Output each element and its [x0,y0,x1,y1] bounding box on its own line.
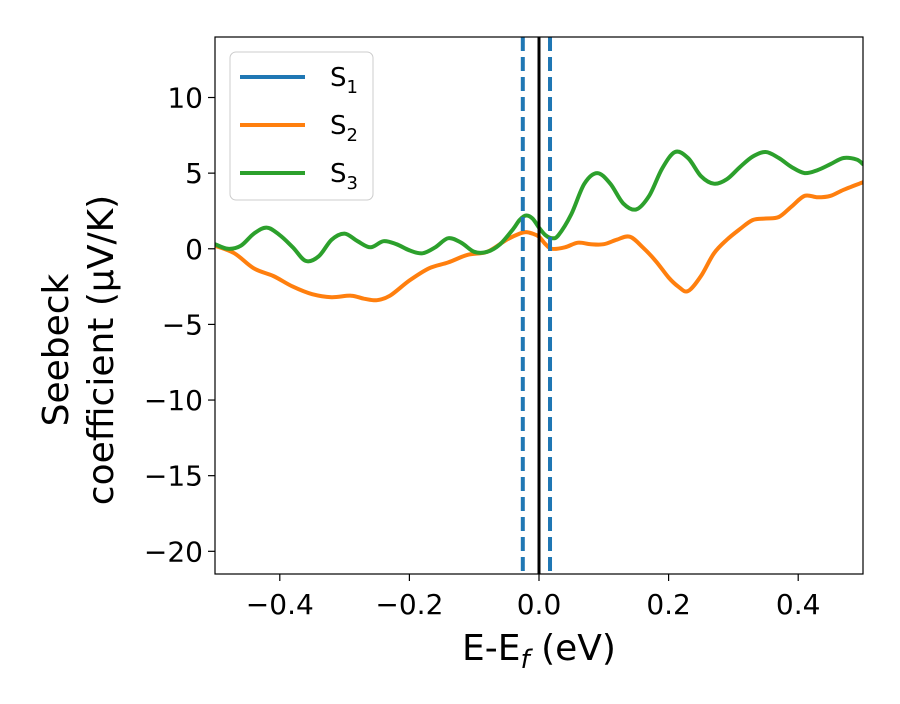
x-tick-label: 0.0 [517,588,562,621]
x-tick-label: −0.4 [246,588,314,621]
x-tick-label: 0.4 [776,588,821,621]
y-axis-title-line1: Seebeck [36,273,77,426]
y-tick-label: −10 [144,384,203,417]
series-line-s2 [215,180,863,303]
y-tick-label: −5 [162,308,203,341]
y-tick-label: 5 [185,157,203,190]
y-axis-title-line2: coefficient (μV/K) [81,195,122,505]
legend: S1 S2 S3 [229,51,374,201]
plot-area [215,37,863,574]
y-tick-label: −20 [144,535,203,568]
y-axis: 10 5 0 −5 −10 −15 −20 [144,82,215,568]
x-tick-label: −0.2 [375,588,443,621]
legend-label-s1: S1 [330,63,358,98]
legend-label-s2: S2 [330,111,358,146]
legend-label-s3: S3 [330,159,358,194]
y-tick-label: 10 [167,82,203,115]
x-axis-title: E-Ef (eV) [462,628,616,675]
x-tick-label: 0.2 [646,588,691,621]
x-axis: −0.4 −0.2 0.0 0.2 0.4 [246,574,821,621]
y-tick-label: −15 [144,460,203,493]
y-axis-title: Seebeck coefficient (μV/K) [36,195,122,505]
y-tick-label: 0 [185,233,203,266]
